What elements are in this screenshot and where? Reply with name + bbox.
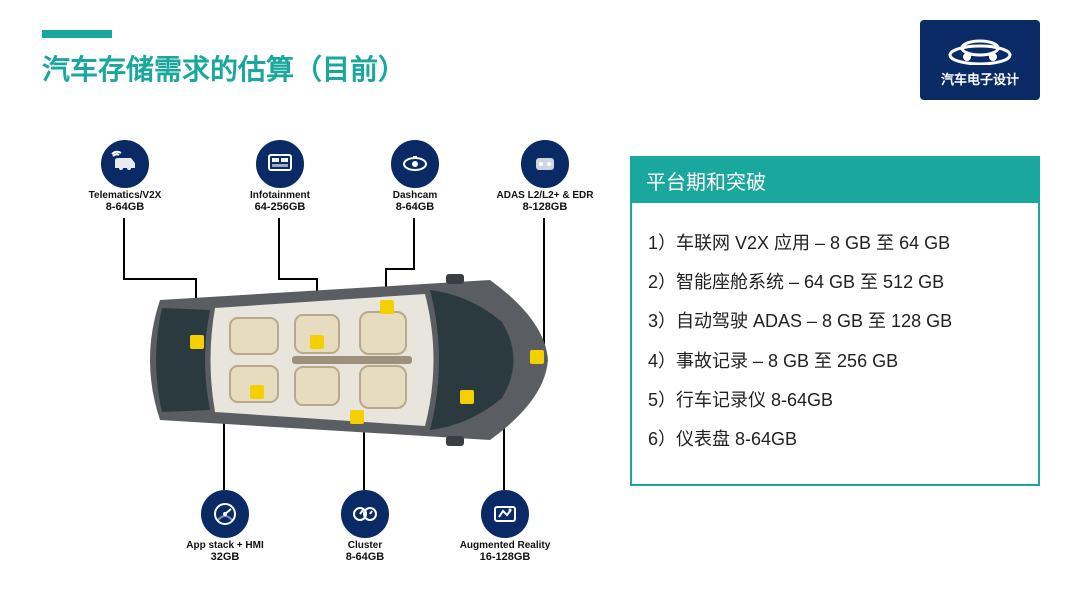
cluster-label: Cluster [348,540,382,551]
car-storage-diagram: Telematics/V2X8-64GBInfotainment64-256GB… [50,140,630,570]
callout-adas: ADAS L2/L2+ & EDR8-128GB [490,140,600,213]
callout-cluster: Cluster8-64GB [310,490,420,563]
marker-6 [460,390,474,404]
marker-5 [350,410,364,424]
connector-0 [123,218,125,278]
marker-3 [530,350,544,364]
ar-value: 16-128GB [480,551,531,563]
panel-item-5: 5）行车记录仪 8-64GB [648,388,1022,413]
callout-infotain: Infotainment64-256GB [225,140,335,213]
page-title: 汽车存储需求的估算（目前） [42,48,406,88]
telematics-label: Telematics/V2X [89,190,162,201]
marker-4 [250,385,264,399]
callout-appstack: App stack + HMI32GB [170,490,280,563]
appstack-label: App stack + HMI [186,540,264,551]
dashcam-value: 8-64GB [396,201,435,213]
telematics-icon [101,140,149,188]
panel-body: 1）车联网 V2X 应用 – 8 GB 至 64 GB 2）智能座舱系统 – 64… [632,203,1038,484]
callout-telematics: Telematics/V2X8-64GB [70,140,180,213]
dashcam-label: Dashcam [393,190,437,201]
cluster-value: 8-64GB [346,551,385,563]
panel-header: 平台期和突破 [632,158,1038,203]
dashcam-icon [391,140,439,188]
marker-0 [190,335,204,349]
infotain-value: 64-256GB [255,201,306,213]
car-top-view [130,260,550,460]
appstack-icon [201,490,249,538]
panel-item-1: 1）车联网 V2X 应用 – 8 GB 至 64 GB [648,231,1022,256]
adas-icon [521,140,569,188]
ar-label: Augmented Reality [460,540,551,551]
panel-item-3: 3）自动驾驶 ADAS – 8 GB 至 128 GB [648,309,1022,334]
adas-value: 8-128GB [523,201,568,213]
marker-2 [380,300,394,314]
telematics-value: 8-64GB [106,201,145,213]
adas-label: ADAS L2/L2+ & EDR [497,190,594,201]
cluster-icon [341,490,389,538]
infotain-label: Infotainment [250,190,310,201]
panel-item-6: 6）仪表盘 8-64GB [648,427,1022,452]
logo-icon [945,33,1015,65]
marker-1 [310,335,324,349]
info-panel: 平台期和突破 1）车联网 V2X 应用 – 8 GB 至 64 GB 2）智能座舱… [630,156,1040,486]
panel-item-4: 4）事故记录 – 8 GB 至 256 GB [648,349,1022,374]
callout-dashcam: Dashcam8-64GB [360,140,470,213]
callout-ar: Augmented Reality16-128GB [450,490,560,563]
ar-icon [481,490,529,538]
title-accent-bar [42,30,112,38]
infotain-icon [256,140,304,188]
appstack-value: 32GB [211,551,240,563]
brand-logo: 汽车电子设计 [920,20,1040,100]
logo-text: 汽车电子设计 [941,69,1019,88]
panel-item-2: 2）智能座舱系统 – 64 GB 至 512 GB [648,270,1022,295]
